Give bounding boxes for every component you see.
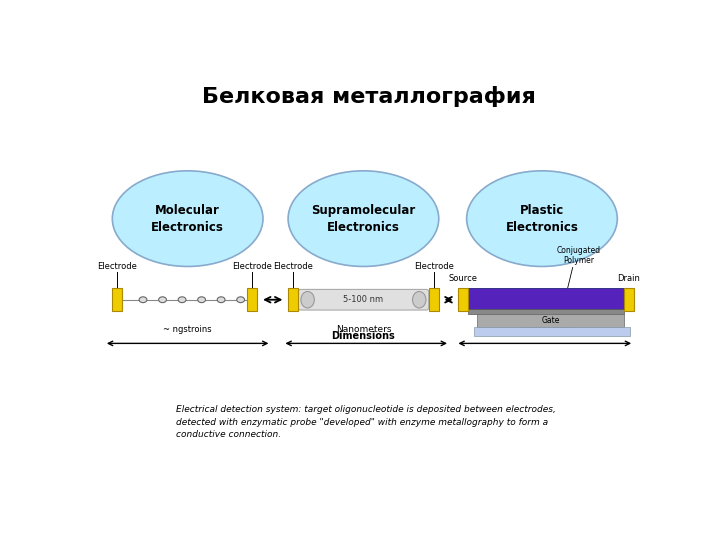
Text: Plastic
Electronics: Plastic Electronics bbox=[505, 204, 578, 234]
Text: Dimensions: Dimensions bbox=[331, 332, 395, 341]
Circle shape bbox=[178, 297, 186, 302]
Circle shape bbox=[158, 297, 166, 302]
Text: Electrode: Electrode bbox=[233, 262, 272, 271]
Text: Micrometers: Micrometers bbox=[520, 325, 572, 334]
Ellipse shape bbox=[112, 171, 263, 266]
Bar bbox=[248, 288, 258, 311]
Text: Conjugated
Polymer: Conjugated Polymer bbox=[556, 246, 600, 266]
Text: Gate: Gate bbox=[541, 316, 559, 325]
Bar bbox=[288, 288, 298, 311]
Bar bbox=[477, 314, 624, 327]
Text: Electrode: Electrode bbox=[273, 262, 313, 271]
FancyBboxPatch shape bbox=[298, 289, 428, 310]
Circle shape bbox=[139, 297, 147, 302]
Bar bbox=[474, 327, 629, 336]
Text: Supramolecular
Electronics: Supramolecular Electronics bbox=[311, 204, 415, 234]
Bar bbox=[468, 288, 624, 309]
Text: 5-100 nm: 5-100 nm bbox=[343, 295, 384, 304]
Text: Electrode: Electrode bbox=[414, 262, 454, 271]
Text: ~ ngstroins: ~ ngstroins bbox=[163, 325, 212, 334]
Bar bbox=[624, 288, 634, 311]
Ellipse shape bbox=[413, 292, 426, 308]
Text: Electrode: Electrode bbox=[97, 262, 138, 271]
Ellipse shape bbox=[467, 171, 617, 266]
Bar bbox=[459, 288, 468, 311]
Ellipse shape bbox=[301, 292, 315, 308]
Bar bbox=[112, 288, 122, 311]
Text: Source: Source bbox=[449, 274, 478, 284]
Text: Molecular
Electronics: Molecular Electronics bbox=[151, 204, 224, 234]
Text: Drain: Drain bbox=[618, 274, 641, 284]
Bar bbox=[468, 309, 624, 314]
Text: Nanometers: Nanometers bbox=[336, 325, 391, 334]
Circle shape bbox=[237, 297, 245, 302]
Bar bbox=[428, 288, 438, 311]
Ellipse shape bbox=[288, 171, 438, 266]
Circle shape bbox=[198, 297, 205, 302]
Text: Белковая металлография: Белковая металлография bbox=[202, 85, 536, 106]
Text: Electrical detection system: target oligonucleotide is deposited between electro: Electrical detection system: target olig… bbox=[176, 405, 557, 439]
Circle shape bbox=[217, 297, 225, 302]
